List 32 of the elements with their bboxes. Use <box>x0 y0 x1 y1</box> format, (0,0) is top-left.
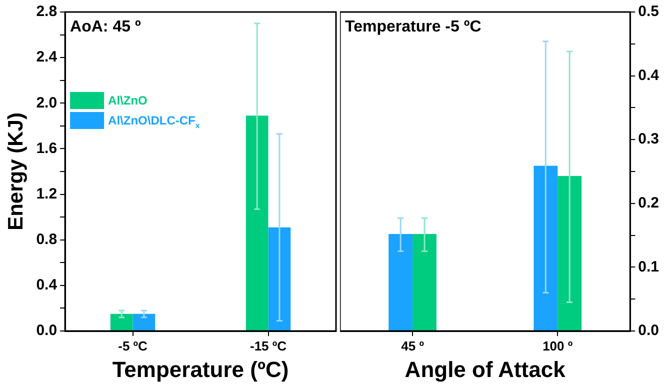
bar <box>388 234 413 330</box>
legend-label: Al\ZnO <box>108 93 148 108</box>
y2-tick-label: 0.0 <box>638 322 660 340</box>
y2-tick-label: 0.3 <box>638 130 660 148</box>
y2-tick-label: 0.2 <box>638 194 660 212</box>
y-tick-label: 2.8 <box>36 3 58 20</box>
x-axis-title: Angle of Attack <box>404 356 566 382</box>
y-tick-label: 0.4 <box>36 276 58 294</box>
x-tick-label: -15 ºC <box>250 338 288 354</box>
x-tick-label: 100 º <box>542 338 573 354</box>
y-tick-label: 0.8 <box>36 231 58 248</box>
bar <box>558 176 582 330</box>
y-tick-label: 2.4 <box>36 48 58 66</box>
x-tick-label: 45 º <box>401 338 424 354</box>
y-tick-label: 0.0 <box>36 322 58 340</box>
bar <box>412 234 436 330</box>
annotation: Temperature -5 ºC <box>345 18 482 36</box>
y-tick-label: 1.6 <box>36 140 58 157</box>
y2-tick-label: 0.1 <box>638 258 660 276</box>
x-axis-title: Temperature (ºC) <box>112 356 289 382</box>
y-tick-label: 1.2 <box>36 185 58 202</box>
bar <box>268 227 291 330</box>
y-axis-title: Energy (KJ) <box>4 112 28 230</box>
y2-tick-label: 0.4 <box>638 66 660 84</box>
x-tick-label: -5 ºC <box>118 338 148 354</box>
bar <box>534 166 558 330</box>
bar <box>132 314 156 330</box>
y-tick-label: 2.0 <box>36 94 58 112</box>
y2-tick-label: 0.5 <box>638 3 660 20</box>
annotation: AoA: 45 º <box>70 18 141 36</box>
bar <box>246 116 268 330</box>
bar <box>110 314 133 330</box>
